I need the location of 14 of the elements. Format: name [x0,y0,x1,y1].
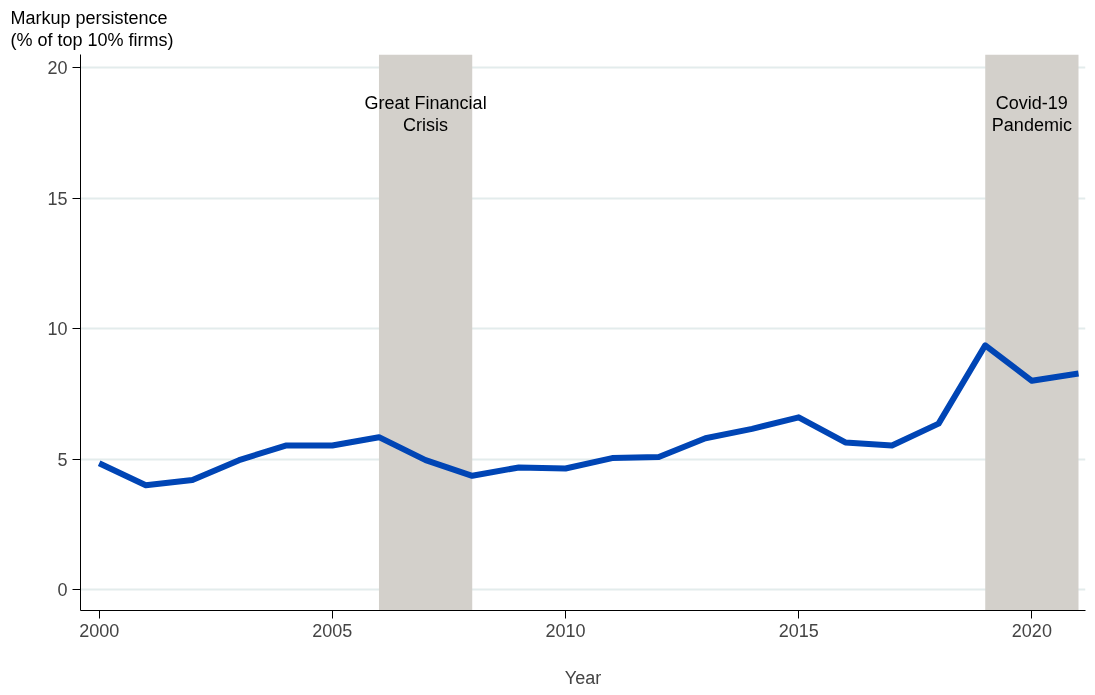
band-label: Great Financial Crisis [364,92,487,135]
y-tick-label: 0 [57,580,68,601]
x-tick-label: 2015 [778,620,819,641]
x-tick-label: 2005 [312,620,353,641]
x-tick-label: 2000 [79,620,120,641]
y-tick-label: 10 [47,319,68,340]
x-tick-label: 2020 [1011,620,1052,641]
x-axis-title: Year [564,667,602,688]
y-tick-label: 5 [57,449,68,470]
y-tick-label: 20 [47,58,68,79]
band-label: Covid-19 Pandemic [991,92,1072,135]
x-tick-label: 2010 [545,620,586,641]
y-axis-title: Markup persistence (% of top 10% firms) [10,7,174,50]
y-tick-label: 15 [47,188,68,209]
